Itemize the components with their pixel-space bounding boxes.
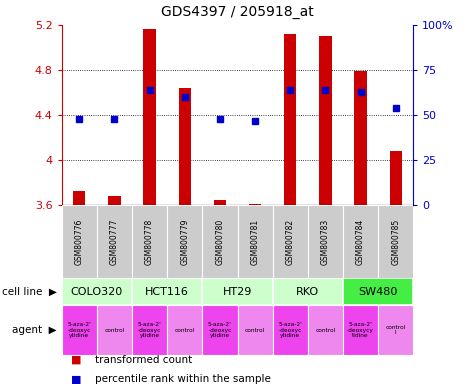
Bar: [319, 36, 332, 205]
Text: control: control: [175, 328, 195, 333]
Bar: [343, 278, 413, 305]
Bar: [273, 205, 308, 278]
Bar: [73, 191, 86, 205]
Bar: [62, 305, 97, 355]
Bar: [249, 204, 261, 205]
Bar: [343, 305, 378, 355]
Bar: [390, 151, 402, 205]
Text: GSM800778: GSM800778: [145, 219, 154, 265]
Bar: [308, 305, 343, 355]
Text: COLO320: COLO320: [71, 287, 123, 297]
Text: 5-aza-2'
-deoxyc
ytidine: 5-aza-2' -deoxyc ytidine: [67, 322, 91, 338]
Text: 5-aza-2'
-deoxyc
ytidine: 5-aza-2' -deoxyc ytidine: [278, 322, 302, 338]
Bar: [343, 205, 378, 278]
Text: GSM800785: GSM800785: [391, 219, 400, 265]
Bar: [97, 205, 132, 278]
Text: cell line  ▶: cell line ▶: [2, 287, 57, 297]
Text: GSM800779: GSM800779: [180, 219, 189, 265]
Text: GSM800781: GSM800781: [251, 219, 259, 265]
Text: agent  ▶: agent ▶: [12, 325, 57, 335]
Text: GSM800780: GSM800780: [216, 219, 224, 265]
Text: GSM800782: GSM800782: [286, 219, 294, 265]
Text: RKO: RKO: [296, 287, 319, 297]
Text: 5-aza-2'
-deoxycy
tidine: 5-aza-2' -deoxycy tidine: [347, 322, 374, 338]
Bar: [97, 305, 132, 355]
Text: HT29: HT29: [223, 287, 252, 297]
Text: transformed count: transformed count: [95, 355, 192, 365]
Text: HCT116: HCT116: [145, 287, 189, 297]
Bar: [202, 278, 273, 305]
Bar: [132, 205, 167, 278]
Text: control
l: control l: [386, 325, 406, 336]
Text: control: control: [315, 328, 335, 333]
Bar: [378, 205, 413, 278]
Bar: [132, 278, 202, 305]
Bar: [202, 305, 238, 355]
Bar: [108, 197, 121, 205]
Bar: [132, 305, 167, 355]
Text: 5-aza-2'
-deoxyc
ytidine: 5-aza-2' -deoxyc ytidine: [138, 322, 162, 338]
Bar: [238, 305, 273, 355]
Bar: [354, 71, 367, 205]
Bar: [378, 305, 413, 355]
Bar: [284, 34, 296, 205]
Bar: [308, 205, 343, 278]
Bar: [273, 305, 308, 355]
Text: 5-aza-2'
-deoxyc
ytidine: 5-aza-2' -deoxyc ytidine: [208, 322, 232, 338]
Bar: [143, 30, 156, 205]
Text: ■: ■: [71, 355, 82, 365]
Bar: [238, 205, 273, 278]
Bar: [202, 205, 238, 278]
Text: GSM800784: GSM800784: [356, 219, 365, 265]
Text: GSM800777: GSM800777: [110, 219, 119, 265]
Text: GSM800776: GSM800776: [75, 219, 84, 265]
Text: control: control: [104, 328, 124, 333]
Text: percentile rank within the sample: percentile rank within the sample: [95, 374, 271, 384]
Bar: [62, 278, 132, 305]
Text: SW480: SW480: [359, 287, 398, 297]
Bar: [167, 205, 202, 278]
Bar: [214, 200, 226, 205]
Bar: [273, 278, 343, 305]
Text: GDS4397 / 205918_at: GDS4397 / 205918_at: [161, 5, 314, 20]
Bar: [167, 305, 202, 355]
Text: GSM800783: GSM800783: [321, 219, 330, 265]
Bar: [62, 205, 97, 278]
Text: ■: ■: [71, 374, 82, 384]
Bar: [179, 88, 191, 205]
Text: control: control: [245, 328, 265, 333]
